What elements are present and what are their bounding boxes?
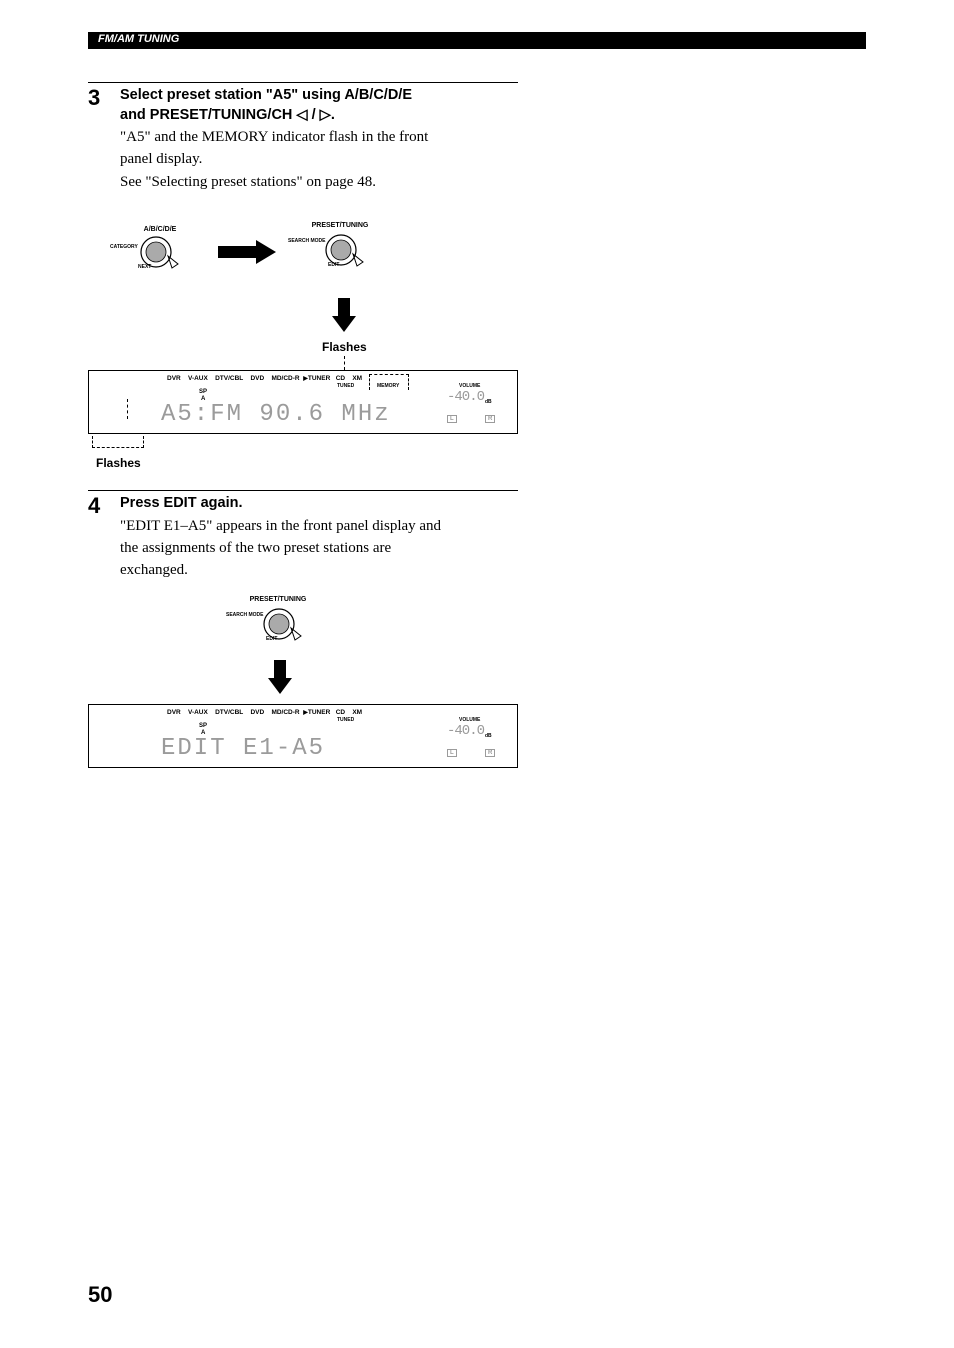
step4-title: Press EDIT again. [120,494,518,514]
step4-desc-line3: exchanged. [120,560,518,580]
segment-display: A5:FM 90.6 MHz [161,401,391,428]
volume-value: -40.0 [447,389,484,405]
arrow-down-icon-2 [268,660,292,694]
step-desc-line1: "A5" and the MEMORY indicator flash in t… [120,127,518,147]
source-labels: DVR V-AUX DTV/CBL DVD MD/CD-R ▶TUNER CD … [167,375,362,382]
knob4-label: PRESET/TUNING [238,596,318,603]
tuned-label-2: TUNED [337,717,354,723]
step4-desc-line2: the assignments of the two preset statio… [120,538,518,558]
step-rule [88,82,518,83]
knob1-icon [138,234,182,278]
step3-diagram: A/B/C/D/E CATEGORY NEXT PRESET/TUNING SE… [88,222,518,512]
r-indicator: R [485,415,495,423]
src2-xm: XM [352,709,362,716]
sp-label: SP [199,389,207,395]
src2-dvd: DVD [250,709,264,716]
knob2-sub1: SEARCH MODE [288,238,326,244]
flashes-bottom: Flashes [96,456,141,470]
src2-vaux: V-AUX [188,709,208,716]
step-rule [88,490,518,491]
display-panel-1: DVR V-AUX DTV/CBL DVD MD/CD-R ▶TUNER CD … [88,370,518,434]
segment-display-2: EDIT E1-A5 [161,735,325,762]
arrow-down-icon [332,298,356,332]
src2-cd: CD [336,709,345,716]
flashes-top: Flashes [322,340,367,354]
src-tuner: TUNER [308,375,330,382]
volume-value-2: -40.0 [447,723,484,739]
step-title-line1: Select preset station "A5" using A/B/C/D… [120,86,518,106]
r-indicator-2: R [485,749,495,757]
knob1-label: A/B/C/D/E [130,226,190,233]
knob2-sub2: EDIT [328,262,339,268]
src-dvr: DVR [167,375,181,382]
page-number: 50 [88,1282,112,1308]
knob1-sub2: NEXT [138,264,151,270]
src-vaux: V-AUX [188,375,208,382]
step-number: 4 [88,494,120,518]
step-4: 4 Press EDIT again. "EDIT E1–A5" appears… [88,490,518,580]
memory-bracket-top [369,374,409,390]
src2-dtvcbl: DTV/CBL [215,709,243,716]
sp-label-2: SP [199,723,207,729]
a5-bracket [92,436,144,448]
knob4-icon [261,606,305,650]
volume-db-2: dB [485,733,492,739]
l-indicator: L [447,415,457,423]
src-dtvcbl: DTV/CBL [215,375,243,382]
step-3: 3 Select preset station "A5" using A/B/C… [88,82,518,192]
step4-desc-line1: "EDIT E1–A5" appears in the front panel … [120,516,518,536]
knob4-sub1: SEARCH MODE [226,612,264,618]
knob2-label: PRESET/TUNING [300,222,380,229]
src2-mdcdr: MD/CD-R [271,709,299,716]
knob1-sub1: CATEGORY [110,244,138,250]
knob4-sub2: EDIT [266,636,277,642]
display-panel-2: DVR V-AUX DTV/CBL DVD MD/CD-R ▶TUNER CD … [88,704,518,768]
src2-tuner: TUNER [308,709,330,716]
step-number: 3 [88,86,120,110]
a5-pointer-line [127,399,128,419]
arrow-right-icon [218,240,278,264]
l-indicator-2: L [447,749,457,757]
src-cd: CD [336,375,345,382]
source-labels-2: DVR V-AUX DTV/CBL DVD MD/CD-R ▶TUNER CD … [167,709,362,716]
header-section: FM/AM TUNING [98,33,179,45]
src2-dvr: DVR [167,709,181,716]
step-title-line2: and PRESET/TUNING/CH ◁ / ▷. [120,106,518,126]
src-dvd: DVD [250,375,264,382]
flashes-top-pointer [344,356,345,370]
knob2-icon [323,232,367,276]
volume-db: dB [485,399,492,405]
step4-diagram: PRESET/TUNING SEARCH MODE EDIT [88,596,518,716]
src-mdcdr: MD/CD-R [271,375,299,382]
step-desc-line2: panel display. [120,149,518,169]
tuned-label: TUNED [337,383,354,389]
header-bar [88,32,866,49]
step-desc-line3: See "Selecting preset stations" on page … [120,172,518,192]
src-xm: XM [352,375,362,382]
